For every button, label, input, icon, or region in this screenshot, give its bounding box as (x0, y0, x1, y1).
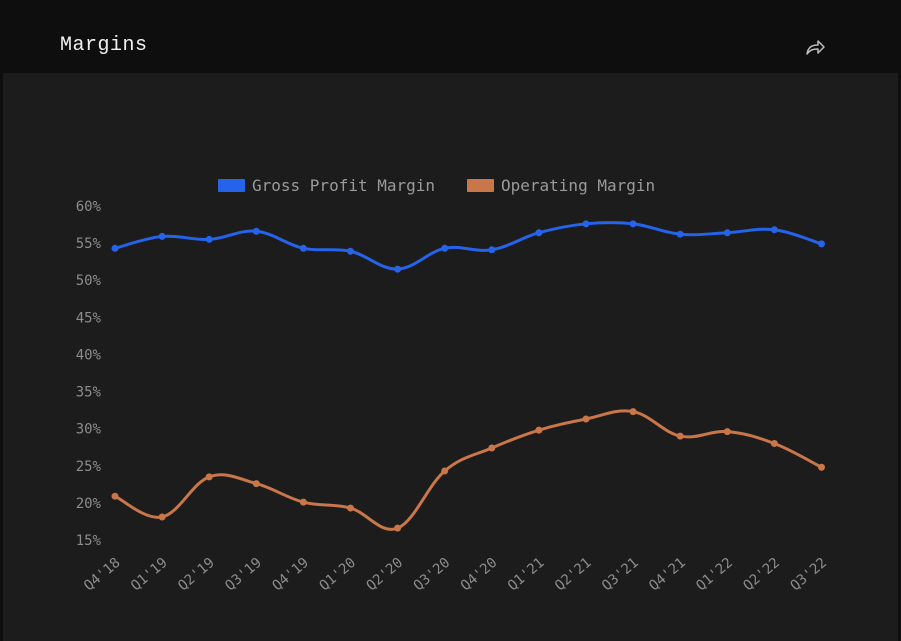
data-point (818, 240, 825, 248)
data-point (205, 473, 213, 481)
data-point (488, 444, 496, 452)
y-tick-label: 60% (76, 199, 102, 215)
data-point (158, 513, 166, 521)
data-point (535, 229, 543, 237)
x-tick-label: Q4'21 (646, 555, 689, 594)
y-tick-label: 25% (76, 459, 102, 475)
legend-label: Gross Profit Margin (252, 176, 435, 195)
data-point (676, 432, 684, 440)
data-point (582, 220, 590, 228)
y-tick-label: 15% (76, 533, 102, 549)
data-point (111, 244, 119, 252)
x-tick-label: Q2'19 (175, 555, 218, 594)
data-point (770, 440, 778, 448)
data-point (111, 492, 119, 500)
data-point (205, 235, 213, 243)
data-point (394, 265, 402, 273)
data-point (770, 226, 778, 234)
y-tick-label: 50% (76, 273, 102, 289)
x-tick-label: Q3'20 (411, 555, 454, 594)
x-tick-label: Q3'19 (222, 555, 265, 594)
x-tick-label: Q1'20 (316, 555, 359, 594)
y-tick-label: 55% (76, 236, 102, 252)
x-tick-label: Q3'22 (787, 555, 830, 594)
legend-swatch (218, 179, 245, 192)
y-tick-label: 45% (76, 310, 102, 326)
chart-panel: 15% 20% 25% 30% 35% 40% 45% 50% 55% 60% Q4'18 Q1'19… (3, 73, 898, 641)
data-point (347, 504, 354, 512)
share-arrow-icon[interactable] (804, 37, 826, 57)
x-tick-label: Q1'22 (693, 555, 736, 594)
x-tick-label: Q4'18 (81, 555, 124, 594)
x-tick-label: Q4'19 (269, 555, 312, 594)
data-point (252, 480, 260, 488)
x-tick-label: Q1'19 (128, 555, 171, 594)
data-point (299, 498, 307, 506)
data-point (723, 428, 731, 436)
data-point (158, 232, 166, 240)
data-point (394, 524, 402, 532)
data-point (629, 408, 637, 416)
data-point (629, 220, 637, 228)
legend-swatch (467, 179, 494, 192)
data-point (299, 244, 307, 252)
data-point (441, 467, 449, 475)
x-tick-label: Q4'20 (458, 555, 501, 594)
x-tick-label: Q2'20 (364, 555, 407, 594)
data-point (818, 463, 825, 471)
margins-line-chart: 15% 20% 25% 30% 35% 40% 45% 50% 55% 60% Q4'18 Q1'19… (76, 176, 830, 594)
series-line-gross-profit-margin (114, 221, 822, 271)
header-bar: Margins (0, 0, 901, 72)
y-tick-label: 35% (76, 385, 102, 401)
y-tick-label: 30% (76, 422, 102, 438)
x-tick-label: Q2'22 (740, 555, 783, 594)
data-point (723, 229, 731, 237)
data-point (582, 415, 590, 423)
x-tick-label: Q3'21 (599, 555, 642, 594)
legend-label: Operating Margin (501, 176, 655, 195)
y-tick-label: 40% (76, 347, 102, 363)
series-line-operating-margin (114, 409, 823, 531)
data-point (347, 247, 354, 255)
data-point (252, 227, 260, 235)
x-tick-label: Q2'21 (552, 555, 595, 594)
data-point (676, 230, 684, 238)
data-point (488, 246, 496, 254)
x-tick-label: Q1'21 (505, 555, 548, 594)
page-title: Margins (60, 34, 148, 57)
data-point (535, 426, 543, 434)
y-tick-label: 20% (76, 496, 102, 512)
data-point (441, 244, 449, 252)
